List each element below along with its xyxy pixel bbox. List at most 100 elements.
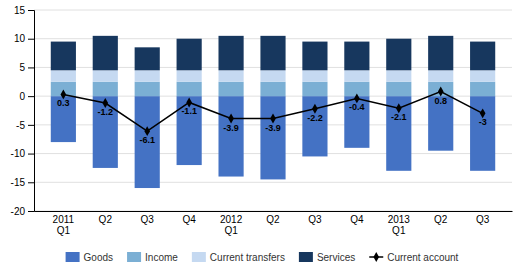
bar-series <box>51 36 495 70</box>
bar <box>302 96 327 156</box>
y-tick-label: -5 <box>16 120 25 131</box>
x-tick-label: Q4 <box>182 214 196 225</box>
y-tick-label: 10 <box>14 33 26 44</box>
bar <box>428 70 453 81</box>
bar <box>470 70 495 81</box>
x-tick-label-line: Q1 <box>57 225 71 236</box>
y-tick-label: 5 <box>19 62 25 73</box>
x-tick-label: 2012Q1 <box>220 214 243 236</box>
y-tick: -20 <box>11 206 34 217</box>
x-tick-label: 2013Q1 <box>388 214 411 236</box>
bar <box>386 70 411 81</box>
x-tick: Q4 <box>350 214 364 225</box>
y-tick: 15 <box>14 5 34 16</box>
bar <box>386 96 411 171</box>
bar <box>135 70 160 81</box>
x-tick: Q2 <box>266 214 280 225</box>
x-tick: Q2 <box>99 214 113 225</box>
legend-item: Services <box>299 252 355 263</box>
x-tick-label-line: Q2 <box>266 214 280 225</box>
legend-item: Current account <box>369 252 458 263</box>
y-tick-label: -15 <box>11 177 26 188</box>
bar <box>218 96 243 176</box>
x-tick: 2012Q1 <box>220 214 243 236</box>
data-label: -6.1 <box>139 135 155 145</box>
x-tick-label: Q3 <box>476 214 490 225</box>
x-tick-label: Q3 <box>141 214 155 225</box>
bar <box>386 39 411 71</box>
data-label: 0.8 <box>434 96 447 106</box>
y-tick-mark <box>28 67 34 68</box>
data-label: 0.3 <box>57 98 70 108</box>
y-tick-label: -20 <box>11 206 26 217</box>
bar <box>93 70 118 81</box>
legend-item: Current transfers <box>192 252 285 263</box>
bar <box>428 82 453 96</box>
x-tick-label-line: 2013 <box>388 214 411 225</box>
x-tick: 2011Q1 <box>53 214 75 236</box>
y-tick: 0 <box>19 91 34 102</box>
bar <box>302 42 327 71</box>
y-tick-mark <box>28 39 34 40</box>
legend-swatch <box>299 252 313 262</box>
y-tick-mark <box>28 154 34 155</box>
bar <box>93 36 118 70</box>
y-tick-mark <box>28 125 34 126</box>
x-tick: Q2 <box>434 214 448 225</box>
bar <box>260 82 285 96</box>
x-tick-label: Q2 <box>434 214 448 225</box>
y-axis: -20 -15 -10 -5 0 5 10 15 <box>11 5 35 217</box>
bar <box>344 96 369 148</box>
x-tick-label-line: Q4 <box>182 214 196 225</box>
legend: Goods Income Current transfers Services Curr… <box>66 252 459 263</box>
y-tick-label: -10 <box>11 148 26 159</box>
legend-swatch-marker <box>373 252 379 262</box>
bar <box>177 39 202 71</box>
y-tick: 10 <box>14 33 34 44</box>
x-tick: Q3 <box>308 214 322 225</box>
data-labels: 0.3-1.2-6.1-1.1-3.9-3.9-2.2-0.4-2.10.8-3 <box>57 96 487 146</box>
chart: 0.3-1.2-6.1-1.1-3.9-3.9-2.2-0.4-2.10.8-3… <box>0 0 524 267</box>
bar <box>344 42 369 71</box>
grid <box>34 10 512 211</box>
legend-swatch <box>66 252 80 262</box>
bar-series <box>51 96 495 188</box>
bar <box>135 82 160 96</box>
legend-label: Income <box>145 252 178 263</box>
bar <box>218 70 243 81</box>
x-tick-label-line: Q2 <box>99 214 113 225</box>
bar <box>218 82 243 96</box>
legend-item: Goods <box>66 252 113 263</box>
x-tick-label-line: Q1 <box>224 225 238 236</box>
bar <box>344 70 369 81</box>
bar <box>470 42 495 71</box>
grid-line <box>34 211 512 212</box>
bar-series <box>51 70 495 81</box>
bar <box>260 36 285 70</box>
x-tick-label-line: Q4 <box>350 214 364 225</box>
y-tick: -15 <box>11 177 34 188</box>
x-tick-label-line: Q3 <box>308 214 322 225</box>
x-tick-label-line: Q3 <box>141 214 155 225</box>
y-axis-line <box>28 11 35 212</box>
data-label: -1.1 <box>181 106 197 116</box>
bar <box>428 96 453 151</box>
data-marks <box>51 36 495 188</box>
bar <box>51 70 76 81</box>
x-tick: Q3 <box>141 214 155 225</box>
x-tick-label: Q2 <box>266 214 280 225</box>
x-axis-line <box>35 211 513 212</box>
bar <box>470 82 495 96</box>
x-tick-label: Q3 <box>308 214 322 225</box>
y-tick-mark <box>28 182 34 183</box>
bar <box>470 96 495 171</box>
legend-swatch <box>192 252 206 262</box>
legend-label: Goods <box>84 252 113 263</box>
x-axis: 2011Q1Q2Q3Q42012Q1Q2Q3Q42013Q1Q2Q3 <box>35 212 513 237</box>
legend-swatch <box>127 252 141 262</box>
bar <box>260 70 285 81</box>
y-tick-mark <box>28 96 34 97</box>
x-tick: 2013Q1 <box>388 214 411 236</box>
legend-label: Current account <box>387 252 458 263</box>
bar <box>302 70 327 81</box>
